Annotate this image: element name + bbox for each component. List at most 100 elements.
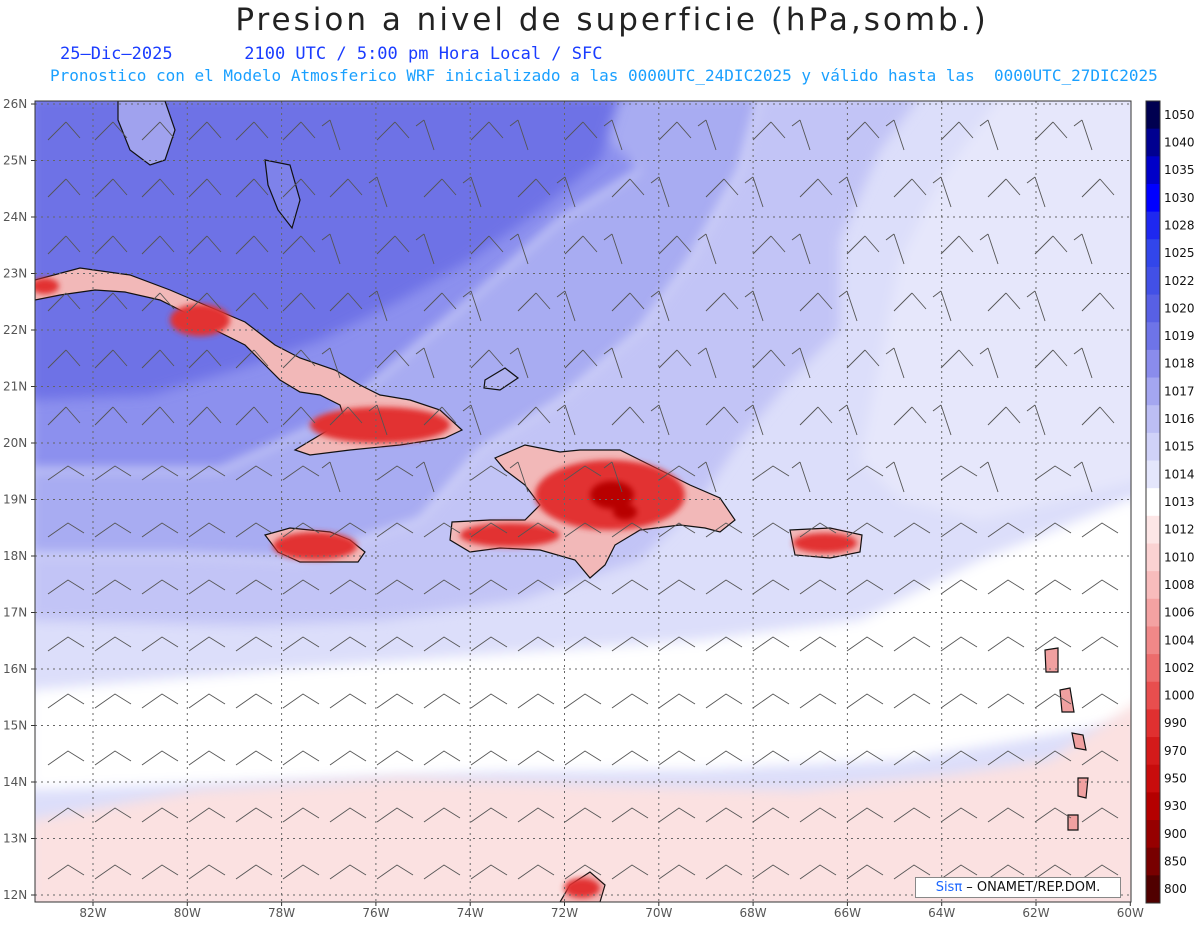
wind-barb — [838, 176, 858, 208]
colorbar-label: 850 — [1164, 855, 1187, 869]
wind-barb — [235, 406, 269, 426]
wind-barb — [697, 347, 717, 379]
colorbar-label: 950 — [1164, 772, 1187, 786]
wind-barb — [650, 404, 670, 436]
low-core-east-cuba — [310, 407, 450, 443]
wind-barb — [141, 750, 179, 766]
wind-barb — [376, 349, 410, 369]
lat-tick-label: 14N — [3, 775, 27, 789]
wind-barb — [564, 693, 602, 709]
wind-barb — [658, 636, 696, 652]
florida — [117, 101, 176, 166]
wind-barb — [282, 579, 320, 595]
wind-barb — [611, 579, 649, 595]
wind-barb — [188, 292, 222, 312]
colorbar-swatch — [1146, 488, 1160, 517]
colorbar-label: 800 — [1164, 882, 1187, 896]
colorbar-label: 1015 — [1164, 440, 1195, 454]
wind-barb — [791, 461, 811, 493]
colorbar-swatch — [1146, 405, 1160, 434]
wind-barb — [282, 465, 320, 481]
colorbar-swatch — [1146, 875, 1160, 904]
colorbar-label: 1000 — [1164, 689, 1195, 703]
wind-barb — [47, 465, 85, 481]
wind-barb — [470, 465, 508, 481]
wind-barb — [1081, 178, 1115, 198]
wind-barb — [141, 121, 175, 141]
andros — [264, 159, 301, 230]
wind-barb — [47, 292, 81, 312]
wind-barb — [94, 693, 132, 709]
wind-barb — [885, 119, 905, 151]
wind-barb — [752, 693, 790, 709]
wind-barb — [329, 693, 367, 709]
wind-barb — [282, 807, 320, 823]
lat-tick-label: 19N — [3, 493, 27, 507]
colorbar-label: 990 — [1164, 716, 1187, 730]
wind-barb — [658, 807, 696, 823]
wind-barb — [1073, 119, 1093, 151]
colorbar-swatch — [1146, 322, 1160, 351]
wind-barb — [282, 750, 320, 766]
wind-barb — [368, 290, 388, 322]
wind-barb — [141, 522, 179, 538]
lesser-antilles-martinique — [1059, 687, 1075, 713]
colorbar-swatch — [1146, 211, 1160, 240]
wind-barb — [658, 121, 692, 141]
wind-barb — [47, 750, 85, 766]
date-label: 25–Dic–2025 — [60, 44, 173, 64]
wind-barb — [603, 233, 623, 265]
wind-barb — [47, 693, 85, 709]
wind-barb — [517, 178, 551, 198]
wind-barb — [1073, 233, 1093, 265]
wind-barb — [94, 178, 128, 198]
wind-barb — [423, 406, 457, 426]
lon-tick-label: 60W — [1117, 906, 1144, 920]
wind-barb — [282, 864, 320, 880]
wind-barb — [282, 522, 320, 538]
wind-barb — [658, 750, 696, 766]
wind-barb — [799, 292, 833, 312]
wind-barb — [893, 579, 931, 595]
wind-barb — [799, 178, 833, 198]
wind-barb — [141, 807, 179, 823]
wind-barb — [556, 176, 576, 208]
wind-barb — [235, 178, 269, 198]
colorbar-label: 930 — [1164, 799, 1187, 813]
wind-barb — [1081, 864, 1119, 880]
wind-barb — [470, 693, 508, 709]
wind-barb — [564, 235, 598, 255]
wind-barb — [94, 807, 132, 823]
wind-barb — [705, 636, 743, 652]
wind-barb — [47, 636, 85, 652]
wind-barb — [979, 347, 999, 379]
lesser-antilles-stvincent — [1077, 777, 1089, 799]
wind-barb — [611, 178, 645, 198]
wind-barb — [893, 693, 931, 709]
wind-barb — [1034, 235, 1068, 255]
colorbar-swatch — [1146, 820, 1160, 849]
wind-barb — [235, 579, 273, 595]
wind-barb — [940, 522, 978, 538]
wind-barb — [705, 864, 743, 880]
lat-tick-label: 15N — [3, 719, 27, 733]
wind-barb — [517, 750, 555, 766]
wind-barb — [932, 404, 952, 436]
wind-barb — [235, 807, 273, 823]
wind-barb — [893, 750, 931, 766]
wind-barb — [564, 864, 602, 880]
wind-barb — [752, 465, 790, 481]
wind-barb — [423, 807, 461, 823]
map-area — [35, 101, 1131, 902]
wind-barb — [799, 693, 837, 709]
wind-barb — [940, 636, 978, 652]
region-neutral-band — [35, 498, 1131, 790]
lesser-antilles-guadeloupe — [1044, 647, 1059, 673]
wind-barb — [893, 636, 931, 652]
wind-barb — [1034, 579, 1072, 595]
colorbar-swatch — [1146, 349, 1160, 379]
low-core-central-cuba — [170, 304, 230, 336]
colorbar-label: 1012 — [1164, 523, 1195, 537]
wind-barb — [47, 235, 81, 255]
wind-barb — [564, 522, 602, 538]
